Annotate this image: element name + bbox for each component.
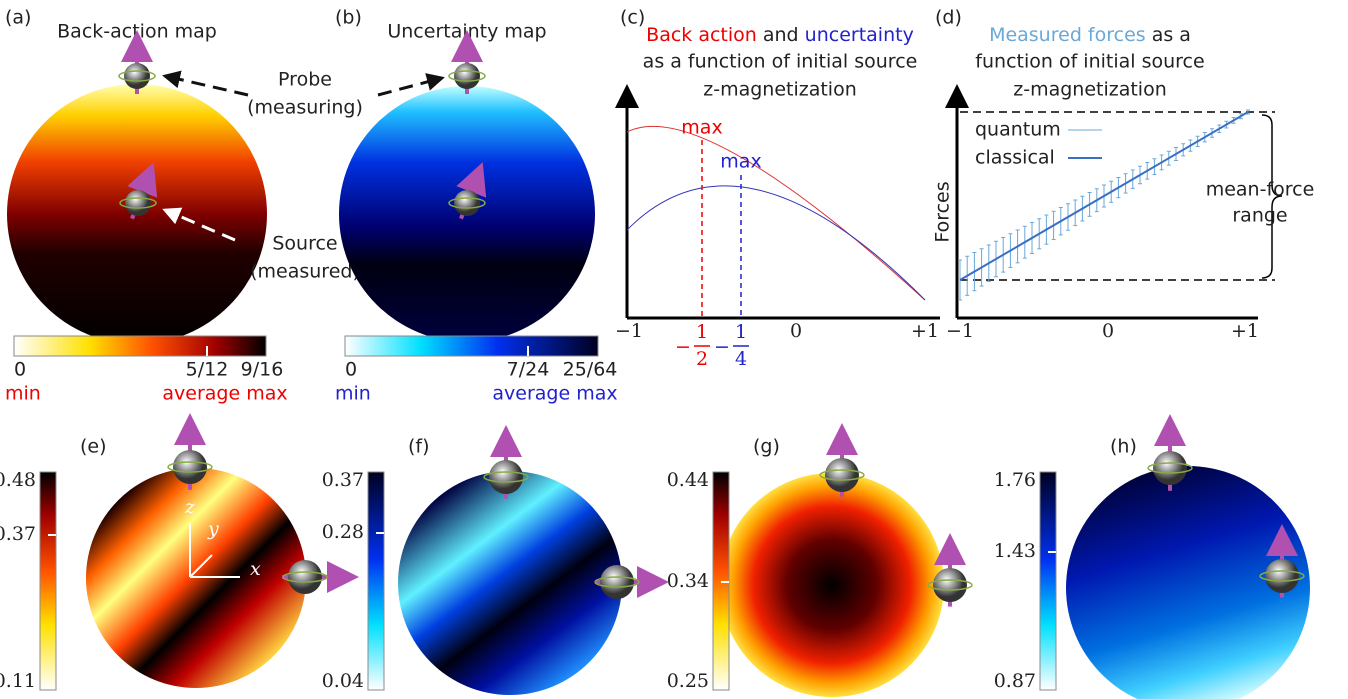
colorbar-label: 9/16 [241, 359, 284, 381]
annotation: Probe [278, 69, 332, 91]
panel-label: (g) [753, 436, 780, 458]
legend-label: classical [975, 147, 1055, 169]
tick-label: 2 [696, 348, 708, 370]
spin [1265, 559, 1299, 593]
colorbar-label: 0 [345, 359, 357, 381]
colorbar-label: 7/24 [507, 359, 550, 381]
panel-label: (c) [620, 7, 645, 29]
colorbar-label: 0.11 [0, 670, 36, 692]
tick-label: −1 [615, 320, 643, 342]
panel-label: (h) [1110, 436, 1137, 458]
sphere-map [720, 473, 944, 697]
annotation: max [681, 117, 722, 139]
colorbar-caption: average max [162, 383, 287, 405]
tick-label: 0 [790, 320, 802, 342]
axis-title: Forces [932, 181, 954, 242]
spin [124, 63, 150, 89]
annotation: range [1232, 205, 1287, 227]
title-part: Measured forces [989, 24, 1146, 46]
spin [489, 460, 523, 494]
tick-label: 4 [735, 348, 747, 370]
panel-title: Measured forces as a [989, 24, 1191, 46]
tick-label: −1 [946, 320, 974, 342]
panel-title: as a function of initial source [643, 51, 918, 73]
panel-title: z-magnetization [703, 79, 857, 101]
spin [1153, 451, 1187, 485]
panel-label: (f) [408, 436, 430, 458]
tick-label: +1 [911, 320, 939, 342]
colorbar [345, 336, 598, 356]
axis-glyph-label: x [250, 558, 261, 580]
panel-label: (e) [80, 436, 107, 458]
annotation: (measured) [250, 261, 360, 283]
legend-label: quantum [975, 119, 1061, 141]
axis-glyph-label: z [184, 496, 196, 518]
colorbar [40, 472, 56, 690]
title-part: Back action [646, 24, 757, 46]
colorbar-caption: average max [492, 383, 617, 405]
tick-label: +1 [1231, 320, 1259, 342]
curve [627, 186, 925, 300]
colorbar-label: 0.44 [667, 469, 709, 491]
colorbar-caption: min [5, 383, 41, 405]
colorbar-label: 25/64 [563, 359, 618, 381]
tick-label: 0 [1102, 320, 1114, 342]
spin [600, 565, 634, 599]
panel-title: z-magnetization [1013, 79, 1167, 101]
colorbar [368, 472, 384, 690]
panel-title: Back-action map [57, 21, 217, 43]
curve [627, 126, 925, 300]
spin [173, 450, 207, 484]
sphere-map [398, 471, 622, 695]
tick-label: − [714, 336, 730, 358]
annotation: mean-force [1206, 179, 1315, 201]
spin [933, 568, 967, 602]
colorbar-label: 0.87 [994, 670, 1036, 692]
annotation: Source [272, 233, 337, 255]
title-part: uncertainty [805, 24, 914, 46]
panel-title: Back action and uncertainty [646, 24, 914, 46]
colorbar [14, 336, 266, 356]
colorbar-caption: min [335, 383, 371, 405]
spin [125, 190, 151, 216]
colorbar-label: 0.37 [322, 469, 364, 491]
panel-label: (a) [5, 7, 31, 29]
panel-title: Uncertainty map [387, 21, 546, 43]
colorbar-label: 5/12 [186, 359, 229, 381]
tick-label: − [675, 336, 691, 358]
tick-label: 1 [696, 321, 708, 343]
spin [454, 190, 480, 216]
annotation: (measuring) [247, 97, 363, 119]
title-part: and [763, 24, 799, 46]
axis-glyph-label: y [207, 518, 219, 540]
page: (a) Back-action map 0 5/12 9/16 min aver… [0, 0, 1348, 699]
figure: (a) Back-action map 0 5/12 9/16 min aver… [0, 0, 1348, 699]
panel-label: (b) [335, 7, 362, 29]
colorbar-label: 0.04 [322, 670, 364, 692]
panel-label: (d) [935, 7, 962, 29]
annotation: max [720, 151, 761, 173]
spin [454, 63, 480, 89]
colorbar-label: 1.43 [994, 540, 1036, 562]
colorbar-label: 0.28 [322, 521, 364, 543]
colorbar-label: 0.34 [667, 570, 709, 592]
title-part: as a [1152, 24, 1191, 46]
spin [825, 458, 859, 492]
colorbar-label: 0.48 [0, 469, 36, 491]
tick-label: 1 [735, 321, 747, 343]
colorbar-label: 0.37 [0, 523, 36, 545]
colorbar-label: 1.76 [994, 469, 1036, 491]
spin [288, 560, 322, 594]
colorbar-label: 0 [14, 359, 26, 381]
colorbar-label: 0.25 [667, 670, 709, 692]
colorbar [1040, 472, 1056, 690]
panel-title: function of initial source [975, 51, 1204, 73]
